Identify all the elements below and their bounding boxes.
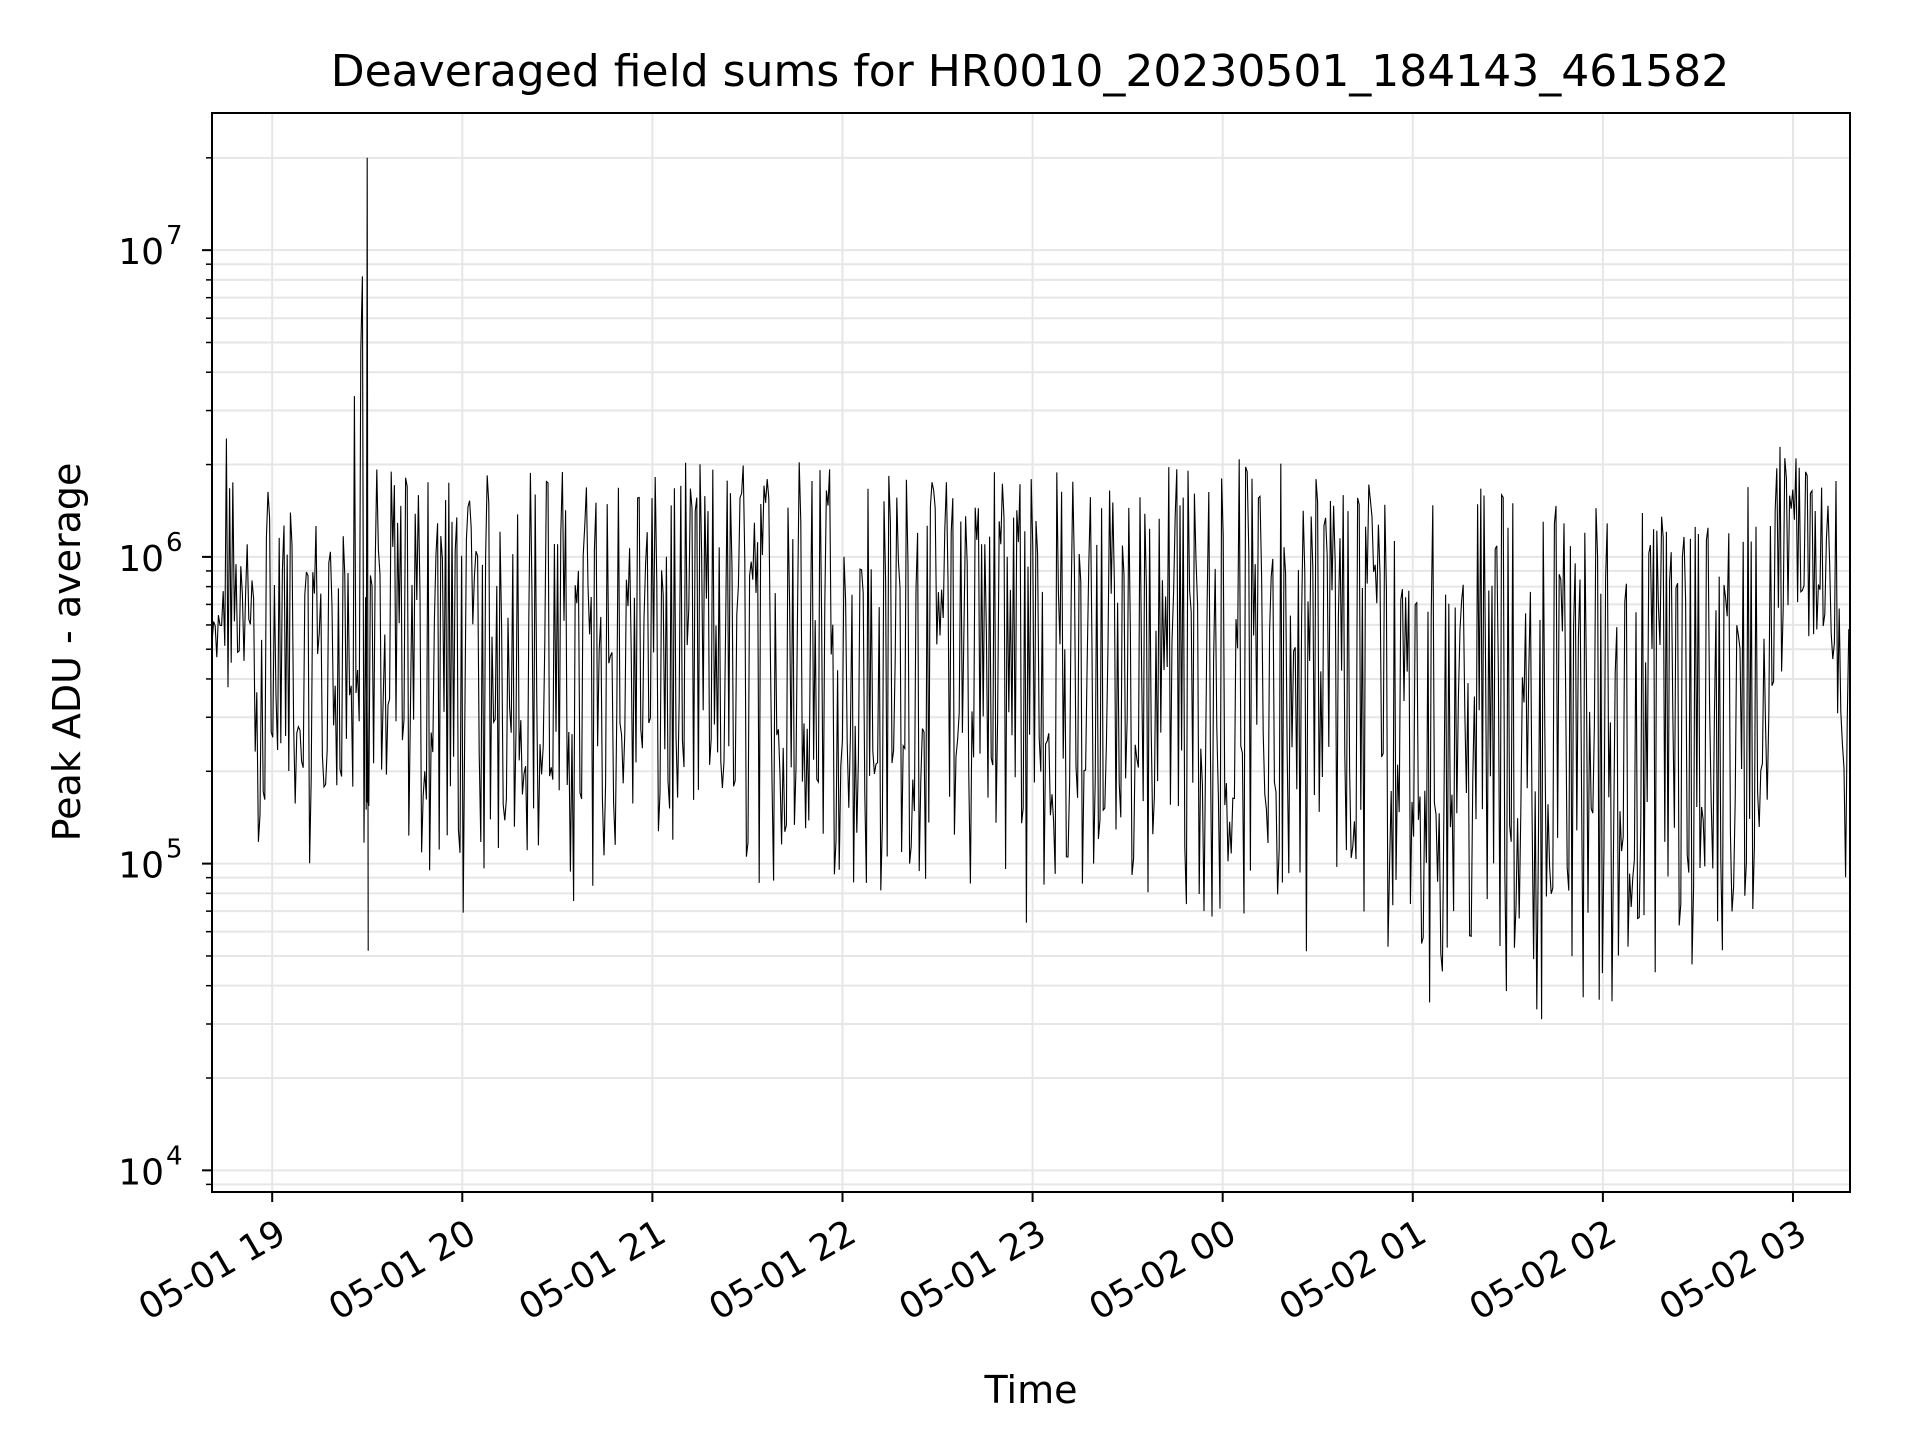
y-tick-label: 10 xyxy=(118,846,164,887)
y-tick-exponent: 5 xyxy=(166,835,183,865)
grid xyxy=(212,113,1850,1192)
x-axis-label: Time xyxy=(984,1368,1078,1412)
y-tick-exponent: 6 xyxy=(166,528,183,558)
y-tick-exponent: 4 xyxy=(166,1141,183,1171)
y-tick-label: 10 xyxy=(118,539,164,580)
plot-frame xyxy=(211,112,1851,1193)
y-tick-label: 10 xyxy=(118,1152,164,1193)
series-line xyxy=(212,157,1850,1020)
chart-title: Deaveraged field sums for HR0010_2023050… xyxy=(331,46,1730,97)
y-tick-exponent: 7 xyxy=(166,221,183,251)
plot-area xyxy=(212,157,1850,1020)
y-tick-label: 10 xyxy=(118,232,164,273)
y-axis-label: Peak ADU - average xyxy=(45,463,89,842)
